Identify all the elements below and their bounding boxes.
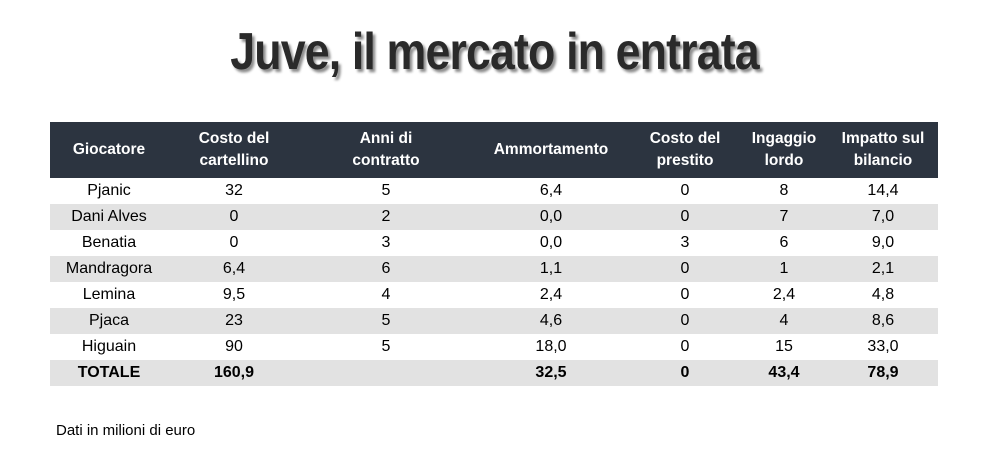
cell-costo-cartellino: 0 xyxy=(229,234,239,251)
cell-ingaggio-lordo: 6 xyxy=(779,234,789,251)
cell-costo-cartellino: 9,5 xyxy=(222,286,246,303)
cell-total-costo-cartellino: 160,9 xyxy=(168,360,300,386)
cell-costo-prestito: 0 xyxy=(630,256,740,282)
cell-total-impatto-bilancio: 78,9 xyxy=(828,360,938,386)
cell-costo-cartellino: 23 xyxy=(168,308,300,334)
cell-anni-contratto: 5 xyxy=(381,182,391,199)
cell-player: Lemina xyxy=(82,286,136,303)
cell-total-ammortamento: 32,5 xyxy=(472,360,630,386)
cell-total-label: TOTALE xyxy=(50,360,168,386)
cell-total-anni-contratto xyxy=(300,360,472,386)
cell-costo-prestito: 0 xyxy=(680,182,690,199)
table-row: Benatia 0 3 0,0 3 6 9,0 xyxy=(50,230,938,256)
units-note: Dati in milioni di euro xyxy=(56,422,196,439)
cell-costo-cartellino: 32 xyxy=(225,182,243,199)
header-anni-contratto: Anni di contratto xyxy=(300,122,472,178)
header-impatto-bilancio: Impatto sul bilancio xyxy=(828,122,938,178)
cell-player: Mandragora xyxy=(50,256,168,282)
cell-costo-prestito: 0 xyxy=(630,308,740,334)
cell-impatto-bilancio: 2,1 xyxy=(828,256,938,282)
cell-ingaggio-lordo: 15 xyxy=(775,338,793,355)
cell-player: Pjanic xyxy=(87,182,131,199)
cell-impatto-bilancio: 8,6 xyxy=(828,308,938,334)
cell-player: Dani Alves xyxy=(50,204,168,230)
cell-costo-cartellino: 6,4 xyxy=(168,256,300,282)
cell-costo-prestito: 0 xyxy=(680,338,690,355)
cell-costo-cartellino: 90 xyxy=(225,338,243,355)
cell-ingaggio-lordo: 2,4 xyxy=(772,286,796,303)
table-row: Higuain 90 5 18,0 0 15 33,0 xyxy=(50,334,938,360)
table-row: Lemina 9,5 4 2,4 0 2,4 4,8 xyxy=(50,282,938,308)
cell-impatto-bilancio: 7,0 xyxy=(828,204,938,230)
cell-costo-prestito: 0 xyxy=(630,204,740,230)
cell-impatto-bilancio: 33,0 xyxy=(867,338,899,355)
cell-costo-cartellino: 0 xyxy=(168,204,300,230)
cell-ammortamento: 1,1 xyxy=(472,256,630,282)
table-row: Dani Alves 0 2 0,0 0 7 7,0 xyxy=(50,204,938,230)
cell-ammortamento: 4,6 xyxy=(472,308,630,334)
header-costo-prestito: Costo del prestito xyxy=(630,122,740,178)
table-row: Pjaca 23 5 4,6 0 4 8,6 xyxy=(50,308,938,334)
cell-impatto-bilancio: 4,8 xyxy=(871,286,895,303)
cell-ammortamento: 6,4 xyxy=(539,182,563,199)
cell-anni-contratto: 2 xyxy=(300,204,472,230)
cell-ammortamento: 2,4 xyxy=(539,286,563,303)
cell-ammortamento: 0,0 xyxy=(539,234,563,251)
cell-player: Pjaca xyxy=(50,308,168,334)
transfer-table: Giocatore Costo del cartellino Anni di con… xyxy=(50,122,938,386)
header-ingaggio-lordo: Ingaggio lordo xyxy=(740,122,828,178)
table-row: Pjanic 32 5 6,4 0 8 14,4 xyxy=(50,178,938,204)
header-giocatore: Giocatore xyxy=(50,122,168,178)
cell-anni-contratto: 4 xyxy=(381,286,391,303)
header-costo-cartellino: Costo del cartellino xyxy=(168,122,300,178)
cell-player: Higuain xyxy=(81,338,137,355)
table-row: Mandragora 6,4 6 1,1 0 1 2,1 xyxy=(50,256,938,282)
cell-ammortamento: 0,0 xyxy=(472,204,630,230)
cell-anni-contratto: 5 xyxy=(300,308,472,334)
page-title: Juve, il mercato in entrata xyxy=(230,23,759,81)
cell-ingaggio-lordo: 4 xyxy=(740,308,828,334)
cell-anni-contratto: 5 xyxy=(381,338,391,355)
cell-impatto-bilancio: 14,4 xyxy=(867,182,899,199)
cell-ingaggio-lordo: 8 xyxy=(779,182,789,199)
cell-anni-contratto: 6 xyxy=(300,256,472,282)
header-ammortamento: Ammortamento xyxy=(472,122,630,178)
cell-anni-contratto: 3 xyxy=(381,234,391,251)
cell-total-costo-prestito: 0 xyxy=(630,360,740,386)
cell-ingaggio-lordo: 1 xyxy=(740,256,828,282)
cell-costo-prestito: 3 xyxy=(680,234,690,251)
table-total-row: TOTALE 160,9 32,5 0 43,4 78,9 xyxy=(50,360,938,386)
cell-costo-prestito: 0 xyxy=(680,286,690,303)
cell-total-ingaggio-lordo: 43,4 xyxy=(740,360,828,386)
cell-ingaggio-lordo: 7 xyxy=(740,204,828,230)
cell-ammortamento: 18,0 xyxy=(535,338,567,355)
cell-player: Benatia xyxy=(81,234,137,251)
table-header-row: Giocatore Costo del cartellino Anni di con… xyxy=(50,122,938,178)
cell-impatto-bilancio: 9,0 xyxy=(871,234,895,251)
